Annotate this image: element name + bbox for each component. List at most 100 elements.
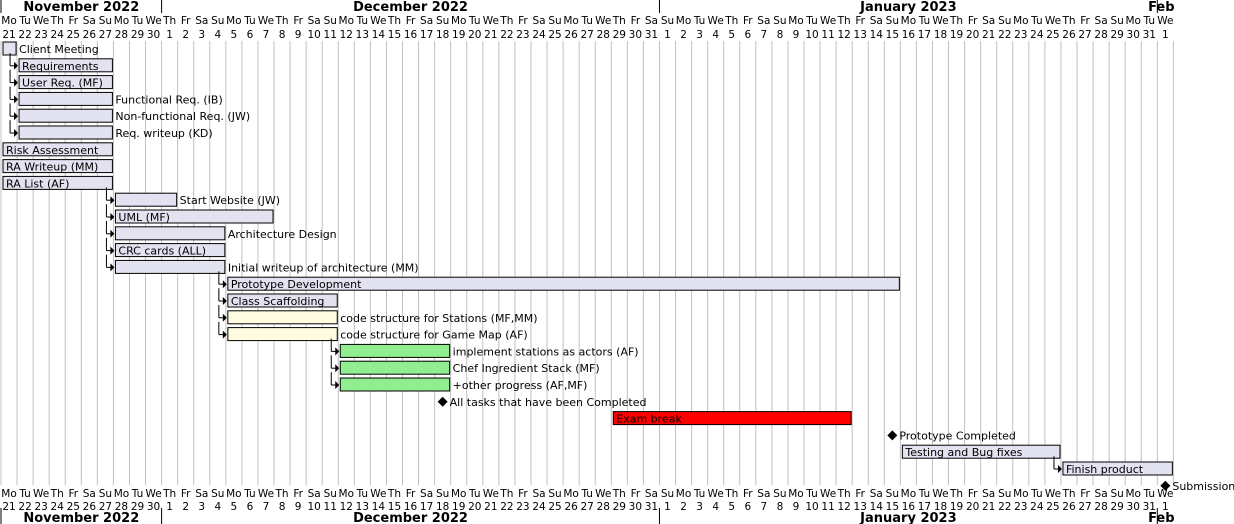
weekday-tick-label: Tu [468, 488, 480, 500]
weekday-tick-label: Su [773, 15, 786, 27]
weekday-tick-label: Su [661, 15, 674, 27]
task-row: Non-functional Req. (JW) [9, 103, 250, 123]
task-label: RA Writeup (MM) [6, 161, 98, 174]
weekday-tick-label: Mo [563, 15, 578, 27]
task-label: RA List (AF) [6, 177, 69, 190]
date-tick-label: 7 [761, 29, 768, 41]
weekday-tick-label: Fr [406, 15, 416, 27]
date-tick-label: 25 [548, 501, 561, 513]
weekday-tick-label: We [1157, 488, 1173, 500]
date-tick-label: 31 [645, 501, 658, 513]
weekday-tick-label: Sa [982, 15, 995, 27]
weekday-tick-label: Th [612, 488, 626, 500]
date-tick-label: 29 [613, 501, 626, 513]
weekday-tick-label: Tu [18, 488, 30, 500]
date-tick-label: 26 [83, 501, 97, 513]
month-label: December 2022 [353, 511, 468, 524]
weekday-tick-label: Mo [226, 15, 241, 27]
weekday-tick-label: Mo [901, 15, 916, 27]
date-tick-label: 21 [484, 501, 497, 513]
dependency-arrow [14, 95, 19, 104]
weekday-tick-label: Su [1111, 15, 1124, 27]
task-row: Req. writeup (KD) [9, 120, 213, 140]
weekday-tick-label: We [820, 15, 836, 27]
weekday-tick-label: Tu [243, 15, 255, 27]
weekday-tick-label: Su [436, 488, 449, 500]
milestone-marker [437, 396, 448, 407]
weekday-tick-label: Su [886, 488, 899, 500]
weekday-tick-label: Su [99, 488, 112, 500]
weekday-tick-label: We [932, 15, 948, 27]
date-tick-label: 3 [198, 501, 205, 513]
task-row: code structure for Stations (MF,MM) [218, 305, 538, 325]
weekday-tick-label: Fr [518, 488, 528, 500]
date-tick-label: 16 [902, 29, 916, 41]
weekday-tick-label: Mo [901, 488, 916, 500]
weekday-tick-label: Tu [1143, 15, 1155, 27]
weekday-tick-label: Tu [356, 488, 368, 500]
weekday-tick-label: Tu [356, 15, 368, 27]
weekday-tick-label: Tu [805, 488, 817, 500]
weekday-tick-label: Sa [83, 15, 96, 27]
date-tick-label: 26 [564, 501, 578, 513]
month-label: November 2022 [23, 0, 139, 15]
weekday-tick-label: Th [275, 15, 289, 27]
date-tick-label: 21 [2, 29, 15, 41]
task-label: Architecture Design [228, 228, 337, 241]
weekday-tick-label: Th [499, 15, 513, 27]
weekday-tick-label: Fr [855, 488, 865, 500]
date-tick-label: 10 [805, 501, 818, 513]
date-tick-label: 13 [854, 29, 867, 41]
task-bar [339, 377, 451, 392]
task-row: Exam break [612, 411, 852, 426]
weekday-tick-label: Tu [693, 15, 705, 27]
date-tick-label: 22 [18, 501, 31, 513]
task-bar [18, 91, 113, 106]
date-tick-label: 4 [712, 501, 719, 513]
top-timeline-header: November 2022 December 2022 January 2023 Fe… [0, 0, 1175, 41]
date-tick-label: 12 [340, 501, 353, 513]
dependency-arrow [222, 313, 227, 322]
dependency-arrow [335, 364, 340, 373]
task-bar [612, 411, 852, 426]
weekday-tick-label: Tu [693, 488, 705, 500]
milestone-marker [1160, 480, 1171, 491]
date-tick-label: 21 [982, 29, 995, 41]
date-tick-label: 28 [115, 501, 128, 513]
dependency-arrow [110, 213, 115, 221]
bottom-timeline-header: November 2022 December 2022 January 2023 Fe… [0, 488, 1175, 524]
date-tick-label: 21 [982, 501, 995, 513]
date-tick-label: 2 [680, 29, 687, 41]
date-tick-label: 29 [131, 501, 144, 513]
date-tick-label: 1 [664, 501, 671, 513]
weekday-tick-label: Su [548, 488, 561, 500]
date-tick-label: 22 [998, 501, 1011, 513]
weekday-tick-label: Mo [1013, 488, 1028, 500]
weekday-tick-label: Mo [1125, 488, 1140, 500]
date-tick-label: 27 [581, 501, 594, 513]
weekday-tick-label: Su [1111, 488, 1124, 500]
date-tick-label: 28 [1094, 29, 1107, 41]
date-tick-label: 1 [1162, 501, 1169, 513]
weekday-tick-label: Sa [308, 488, 321, 500]
weekday-tick-label: Tu [580, 15, 592, 27]
date-tick-label: 9 [793, 29, 800, 41]
task-bar [339, 360, 451, 375]
milestone-label: Submission [1172, 480, 1234, 493]
date-tick-label: 15 [886, 29, 899, 41]
dependency-arrow [1057, 465, 1062, 473]
date-tick-label: 20 [966, 501, 979, 513]
task-bar [18, 108, 113, 123]
weekday-tick-label: Th [275, 488, 289, 500]
date-tick-label: 3 [198, 29, 205, 41]
date-tick-label: 23 [1014, 501, 1027, 513]
weekday-tick-label: Sa [1095, 488, 1108, 500]
weekday-tick-label: Mo [788, 15, 803, 27]
weekday-tick-label: Fr [1080, 488, 1090, 500]
weekday-tick-label: Su [661, 488, 674, 500]
weekday-tick-label: Mo [1013, 15, 1028, 27]
dependency-arrow [14, 112, 19, 121]
task-label: Chef Ingredient Stack (MF) [453, 362, 600, 375]
date-tick-label: 1 [664, 29, 671, 41]
task-row: UML (MF) [105, 204, 274, 224]
